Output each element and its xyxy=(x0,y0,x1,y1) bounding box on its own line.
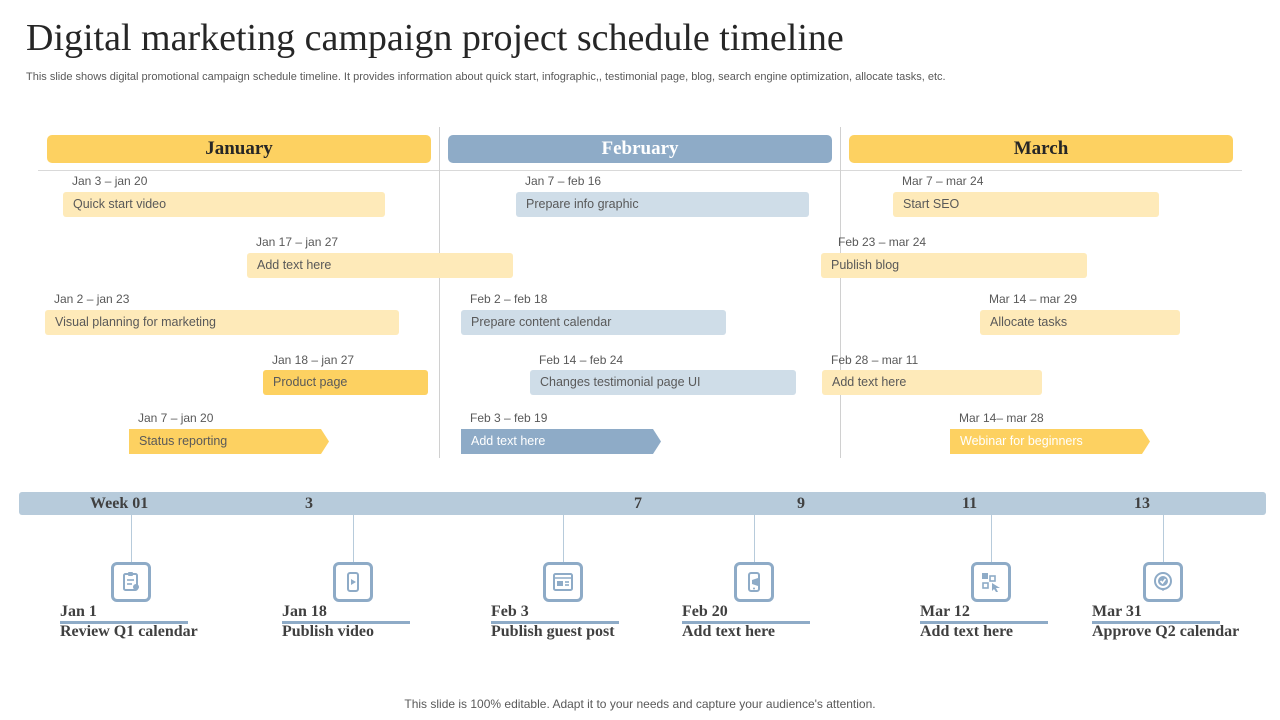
task-date-range: Feb 2 – feb 18 xyxy=(470,292,548,306)
task-bar[interactable]: Add text here xyxy=(822,370,1042,395)
task-arrow-bar[interactable]: Add text here xyxy=(461,429,661,454)
task-arrow-bar[interactable]: Webinar for beginners xyxy=(950,429,1150,454)
webpage-icon xyxy=(543,562,583,602)
milestone-label: Approve Q2 calendar xyxy=(1092,623,1240,640)
page-title: Digital marketing campaign project sched… xyxy=(26,17,844,59)
milestone-underline xyxy=(491,621,619,624)
milestone-connector xyxy=(563,497,564,563)
task-date-range: Feb 3 – feb 19 xyxy=(470,411,548,425)
week-label: 7 xyxy=(634,495,642,512)
task-bar[interactable]: Changes testimonial page UI xyxy=(530,370,796,395)
milestone-connector xyxy=(131,497,132,563)
check-badge-icon xyxy=(1143,562,1183,602)
month-header-february: February xyxy=(448,135,832,163)
mobile-icon xyxy=(734,562,774,602)
month-divider xyxy=(439,127,440,458)
task-bar[interactable]: Prepare info graphic xyxy=(516,192,809,217)
week-label: Week 01 xyxy=(90,495,149,512)
task-date-range: Feb 23 – mar 24 xyxy=(838,235,927,249)
milestone-date: Feb 20 xyxy=(682,603,728,620)
task-date-range: Mar 14– mar 28 xyxy=(959,411,1044,425)
task-bar[interactable]: Quick start video xyxy=(63,192,385,217)
milestone-label: Add text here xyxy=(682,623,776,640)
task-bar[interactable]: Product page xyxy=(263,370,428,395)
milestone-label: Review Q1 calendar xyxy=(60,623,198,640)
month-header-january: January xyxy=(47,135,431,163)
milestone-connector xyxy=(754,497,755,563)
milestone-connector xyxy=(1163,497,1164,563)
month-header-march: March xyxy=(849,135,1233,163)
task-arrow-bar[interactable]: Status reporting xyxy=(129,429,329,454)
task-date-range: Jan 18 – jan 27 xyxy=(272,353,355,367)
milestone-date: Mar 31 xyxy=(1092,603,1142,620)
task-bar[interactable]: Start SEO xyxy=(893,192,1159,217)
footer-note: This slide is 100% editable. Adapt it to… xyxy=(404,697,876,711)
task-date-range: Jan 7 – jan 20 xyxy=(138,411,214,425)
milestone-date: Feb 3 xyxy=(491,603,529,620)
task-bar[interactable]: Publish blog xyxy=(821,253,1087,278)
milestone-label: Add text here xyxy=(920,623,1014,640)
milestone-label: Publish video xyxy=(282,623,375,640)
week-label: 13 xyxy=(1134,495,1150,512)
month-divider xyxy=(840,127,841,458)
milestone-label: Publish guest post xyxy=(491,623,615,640)
header-divider xyxy=(38,170,1242,171)
milestone-underline xyxy=(1092,621,1220,624)
video-icon xyxy=(333,562,373,602)
task-date-range: Jan 3 – jan 20 xyxy=(72,174,148,188)
milestone-underline xyxy=(282,621,410,624)
milestone-underline xyxy=(920,621,1048,624)
milestone-underline xyxy=(60,621,188,624)
page-subtitle: This slide shows digital promotional cam… xyxy=(26,71,946,83)
task-bar[interactable]: Visual planning for marketing xyxy=(45,310,399,335)
milestone-connector xyxy=(353,497,354,563)
task-date-range: Jan 17 – jan 27 xyxy=(256,235,339,249)
task-date-range: Feb 14 – feb 24 xyxy=(539,353,624,367)
week-axis-bar xyxy=(19,492,1266,515)
task-date-range: Mar 14 – mar 29 xyxy=(989,292,1078,306)
week-label: 11 xyxy=(962,495,978,512)
task-date-range: Mar 7 – mar 24 xyxy=(902,174,984,188)
milestone-date: Jan 18 xyxy=(282,603,327,620)
week-label: 3 xyxy=(305,495,313,512)
milestone-date: Mar 12 xyxy=(920,603,970,620)
task-bar[interactable]: Prepare content calendar xyxy=(461,310,726,335)
task-date-range: Feb 28 – mar 11 xyxy=(831,353,919,367)
task-date-range: Jan 7 – feb 16 xyxy=(525,174,602,188)
milestone-underline xyxy=(682,621,810,624)
milestone-connector xyxy=(991,497,992,563)
tasks-icon xyxy=(971,562,1011,602)
task-date-range: Jan 2 – jan 23 xyxy=(54,292,130,306)
task-bar[interactable]: Add text here xyxy=(247,253,513,278)
week-label: 9 xyxy=(797,495,805,512)
clipboard-icon xyxy=(111,562,151,602)
task-bar[interactable]: Allocate tasks xyxy=(980,310,1180,335)
milestone-date: Jan 1 xyxy=(60,603,97,620)
